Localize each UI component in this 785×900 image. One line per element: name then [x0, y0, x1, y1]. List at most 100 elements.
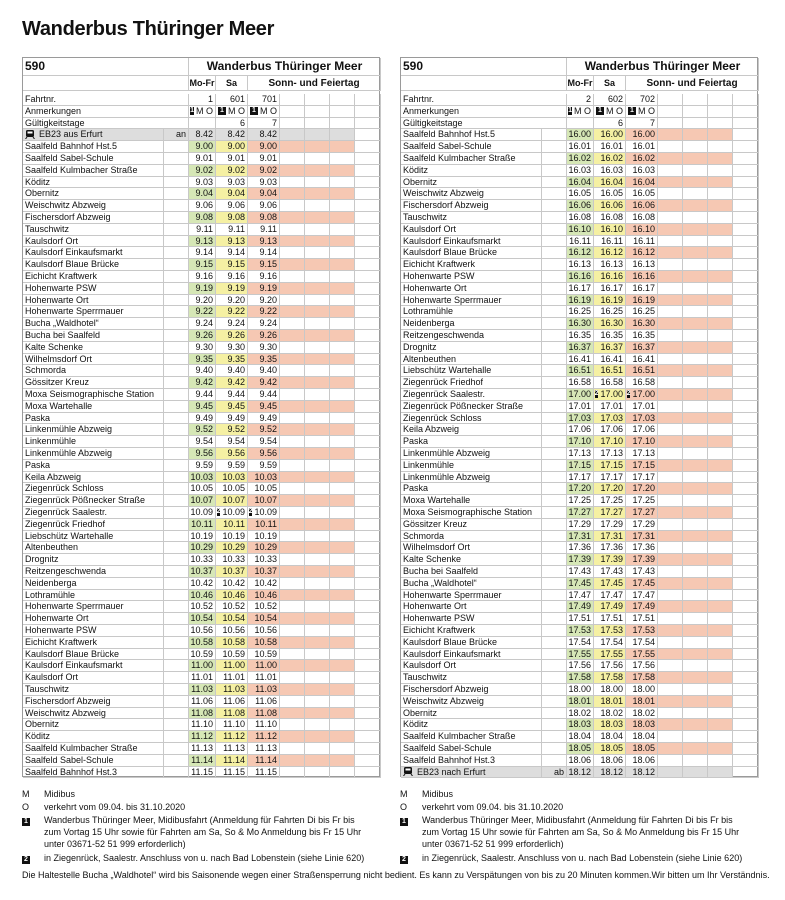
departure-time: 9.20 — [189, 294, 216, 307]
empty-cell — [280, 459, 305, 472]
departure-time: 10.52 — [216, 601, 248, 614]
legend-key: 2 — [400, 852, 410, 864]
departure-time: 9.04 — [248, 188, 280, 201]
empty-cell — [330, 601, 355, 614]
departure-time: 17.36 — [594, 542, 626, 555]
empty-cell — [733, 601, 759, 614]
empty-cell — [305, 448, 330, 460]
departure-time: 9.30 — [248, 341, 280, 354]
time-text: 11.08 — [191, 707, 213, 718]
stop-name-text: Schmorda — [25, 365, 67, 376]
empty-cell — [305, 318, 330, 330]
time-text: 16.06 — [568, 200, 591, 211]
departure-time: 16.13 — [626, 259, 658, 271]
time-text: 17.17 — [600, 471, 623, 482]
time-text: 16.00 — [568, 129, 591, 140]
empty-cell — [280, 754, 305, 767]
time-text: 9.26 — [195, 330, 213, 340]
time-text: 9.03 — [195, 176, 213, 187]
departure-time: 10.19 — [248, 530, 280, 543]
departure-time: 10.33 — [189, 554, 216, 566]
empty-cell — [355, 483, 381, 496]
empty-cell — [280, 589, 305, 602]
time-text: 11.03 — [255, 684, 277, 694]
time-text: 11.13 — [255, 743, 277, 753]
time-text: 10.07 — [190, 495, 213, 506]
stop-name: Hohenwarte Sperrmauer — [401, 294, 542, 307]
empty-cell — [355, 153, 381, 165]
empty-cell — [355, 235, 381, 248]
empty-cell — [355, 377, 381, 389]
departure-time: 18.03 — [594, 719, 626, 732]
direction — [164, 223, 189, 236]
empty-cell — [330, 530, 355, 543]
empty-cell — [733, 660, 759, 673]
time-text: 9.03 — [227, 176, 245, 187]
line-number: 590 — [401, 58, 567, 76]
stop-name-text: Eichicht Kraftwerk — [25, 271, 98, 281]
stop-name-text: Kaulsdorf Blaue Brücke — [25, 259, 120, 270]
direction — [164, 259, 189, 271]
time-text: 17.15 — [600, 459, 623, 470]
empty-cell — [708, 625, 733, 637]
empty-cell — [305, 518, 330, 531]
departure-time: 18.06 — [594, 754, 626, 767]
departure-time: 16.02 — [567, 153, 594, 165]
departure-time: 17.10 — [567, 436, 594, 448]
time-text: 17.10 — [600, 436, 623, 447]
time-text: 17.25 — [600, 495, 623, 506]
time-text: 10.52 — [190, 601, 213, 612]
departure-time: 16.41 — [626, 353, 658, 366]
departure-time: 10.05 — [216, 483, 248, 496]
departure-time: 16.30 — [626, 318, 658, 330]
empty-cell — [733, 448, 759, 460]
direction — [542, 542, 567, 555]
empty-cell — [280, 424, 305, 437]
stop-name-text: Obernitz — [403, 176, 438, 187]
departure-time: 17.47 — [594, 589, 626, 602]
departure-time: 9.52 — [248, 424, 280, 437]
empty-cell — [733, 377, 759, 389]
stop-name-text: Kaulsdorf Blaue Brücke — [403, 636, 498, 647]
direction — [542, 212, 567, 224]
empty-cell — [708, 589, 733, 602]
empty-cell — [708, 94, 733, 106]
departure-time: 16.35 — [594, 330, 626, 342]
direction — [164, 495, 189, 507]
empty-cell — [280, 176, 305, 189]
stop-name: Linkenmühle Abzweig — [401, 448, 542, 460]
departure-time: 10.05 — [189, 483, 216, 496]
empty-cell — [355, 200, 381, 212]
empty-cell — [658, 141, 683, 153]
empty-cell — [658, 566, 683, 578]
empty-cell — [330, 129, 355, 142]
time-text: 9.16 — [227, 271, 245, 281]
departure-time: 11.01 — [248, 672, 280, 684]
stop-name-text: Fischersdorf Abzweig — [403, 200, 489, 211]
empty-cell — [330, 695, 355, 708]
departure-time: 17.43 — [594, 566, 626, 578]
departure-time: 9.19 — [248, 282, 280, 295]
empty-cell — [708, 117, 733, 130]
departure-time: 17.13 — [594, 448, 626, 460]
empty-cell — [708, 271, 733, 283]
empty-cell — [305, 223, 330, 236]
direction — [164, 412, 189, 425]
time-text: 9.08 — [195, 212, 213, 222]
header-value: 6 — [594, 117, 626, 130]
time-text: 9.42 — [195, 377, 213, 388]
empty-cell — [683, 542, 708, 555]
header-value-text: 7 — [271, 117, 277, 128]
empty-cell — [280, 117, 305, 130]
departure-time: 16.06 — [594, 200, 626, 212]
empty-cell — [658, 389, 683, 401]
stop-name: Tauschwitz — [23, 223, 164, 236]
departure-time: 8.42 — [216, 129, 248, 142]
empty-cell — [733, 731, 759, 743]
direction — [164, 377, 189, 389]
legend-key: O — [22, 801, 29, 813]
time-text: 10.42 — [222, 577, 245, 588]
departure-time: 17.17 — [594, 471, 626, 484]
direction — [164, 483, 189, 496]
direction — [542, 495, 567, 507]
